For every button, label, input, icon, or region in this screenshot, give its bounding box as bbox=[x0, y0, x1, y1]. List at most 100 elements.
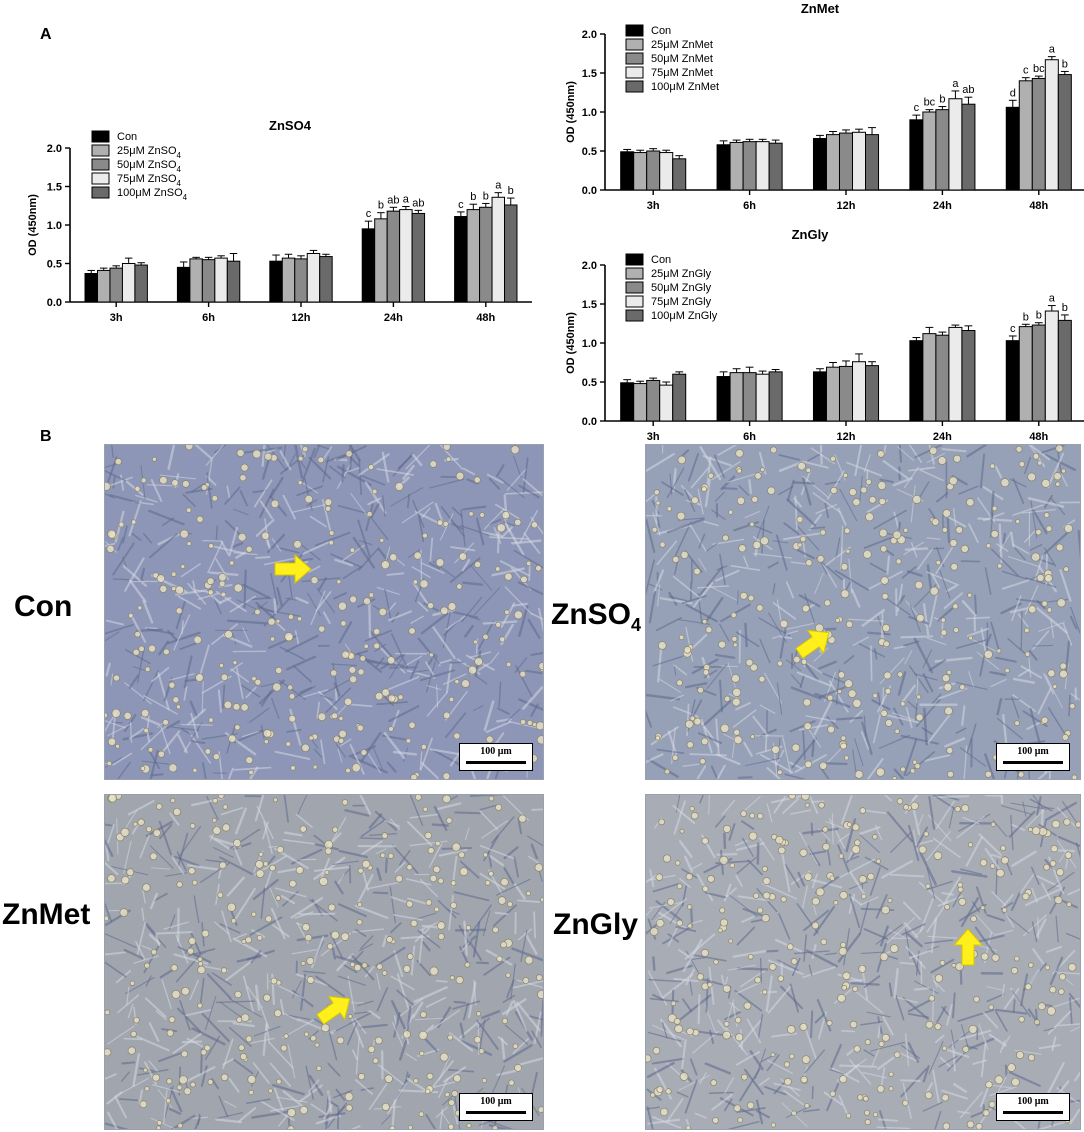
scale-bar-label: 100 μm bbox=[480, 746, 512, 757]
y-axis-label: OD (450nm) bbox=[565, 81, 577, 143]
arrow-indicator-icon bbox=[316, 995, 351, 1025]
chart-svg: ZnSO4 0.0 0.5 1.0 1.5 2.0 OD (450nm) 3h 6h 12h 24h… bbox=[27, 118, 532, 324]
arrow-indicator-icon bbox=[274, 553, 312, 585]
significance-label: c bbox=[1010, 323, 1016, 335]
bar bbox=[812, 371, 827, 422]
legend-swatch bbox=[91, 144, 110, 157]
scale-bar: 100 μm bbox=[996, 743, 1070, 771]
legend-entry: 25μM ZnMet bbox=[651, 39, 713, 51]
legend-swatch bbox=[625, 281, 644, 294]
bar bbox=[134, 264, 148, 303]
bar bbox=[1005, 340, 1020, 422]
legend-swatch bbox=[625, 24, 644, 37]
bar bbox=[1005, 106, 1020, 191]
bar bbox=[716, 144, 731, 191]
bar bbox=[935, 334, 950, 422]
legend-entry: 75μM ZnSO4 bbox=[117, 173, 182, 188]
bar bbox=[1057, 319, 1072, 422]
bar bbox=[755, 141, 770, 191]
bar bbox=[961, 103, 976, 191]
scale-bar-line bbox=[466, 761, 526, 764]
chart-title: ZnSO4 bbox=[269, 118, 312, 133]
bar bbox=[201, 259, 216, 303]
scale-bar: 100 μm bbox=[459, 1093, 533, 1121]
bar bbox=[852, 131, 867, 191]
bar bbox=[672, 158, 687, 191]
bar bbox=[742, 141, 757, 191]
bar bbox=[909, 340, 924, 422]
bar bbox=[226, 260, 241, 303]
significance-label: a bbox=[952, 78, 959, 90]
legend-swatch bbox=[625, 38, 644, 51]
legend-swatch bbox=[625, 52, 644, 65]
bar bbox=[1031, 77, 1046, 191]
bar bbox=[755, 373, 770, 422]
chart-svg: ZnMet 0.0 0.5 1.0 1.5 2.0 OD (450nm) 3h 6h 12h 24h… bbox=[565, 1, 1084, 212]
micrograph-image bbox=[646, 795, 1080, 1129]
scale-bar-label: 100 μm bbox=[480, 1096, 512, 1107]
x-tick-label: 12h bbox=[837, 431, 856, 443]
bar bbox=[948, 98, 963, 191]
significance-label: a bbox=[495, 180, 502, 192]
bar bbox=[659, 152, 674, 191]
significance-label: ab bbox=[412, 197, 424, 209]
significance-label: b bbox=[508, 185, 514, 197]
bar bbox=[812, 138, 827, 191]
bar bbox=[411, 212, 426, 303]
bar bbox=[768, 371, 783, 422]
significance-label: b bbox=[1036, 310, 1042, 322]
legend-entry: 50μM ZnMet bbox=[651, 53, 713, 65]
y-tick-label: 2.0 bbox=[582, 260, 597, 272]
bar bbox=[633, 152, 648, 191]
bar bbox=[729, 141, 744, 191]
legend-entry: 25μM ZnGly bbox=[651, 268, 712, 280]
x-tick-label: 12h bbox=[837, 200, 856, 212]
bar bbox=[1044, 310, 1059, 422]
y-tick-label: 1.0 bbox=[582, 338, 597, 350]
bar bbox=[838, 132, 854, 191]
bar bbox=[659, 384, 674, 422]
scale-bar-line bbox=[466, 1111, 526, 1114]
x-tick-label: 3h bbox=[647, 200, 660, 212]
legend-entry: 50μM ZnSO4 bbox=[117, 159, 182, 174]
legend-swatch bbox=[91, 158, 110, 171]
arrow-indicator-icon bbox=[795, 629, 830, 659]
panel-b-label: B bbox=[40, 428, 52, 445]
bar bbox=[269, 260, 283, 303]
bar bbox=[716, 376, 731, 422]
zn-met-chart: ZnMet 0.0 0.5 1.0 1.5 2.0 OD (450nm) 3h 6h 12h 24h… bbox=[552, 0, 1084, 220]
significance-label: b bbox=[1023, 311, 1029, 323]
bar bbox=[189, 258, 203, 303]
legend-entry: 100μM ZnGly bbox=[651, 310, 718, 322]
bar bbox=[109, 267, 123, 303]
bar bbox=[399, 209, 413, 303]
bar bbox=[922, 333, 937, 422]
y-axis-label: OD (450nm) bbox=[565, 312, 577, 374]
x-tick-label: 24h bbox=[933, 431, 952, 443]
significance-label: c bbox=[1023, 65, 1029, 77]
bar bbox=[1057, 74, 1072, 191]
scale-bar-label: 100 μm bbox=[1017, 1096, 1049, 1107]
bar bbox=[935, 109, 950, 191]
significance-label: c bbox=[366, 208, 372, 220]
bar bbox=[620, 382, 635, 422]
legend-entry: 75μM ZnGly bbox=[651, 296, 712, 308]
bar bbox=[825, 134, 840, 191]
panel-a-label: A bbox=[40, 26, 52, 43]
bar bbox=[176, 266, 191, 303]
bar bbox=[504, 204, 518, 303]
legend-swatch bbox=[91, 172, 110, 185]
bar bbox=[214, 257, 228, 303]
chart-title: ZnMet bbox=[801, 1, 840, 16]
significance-label: a bbox=[403, 194, 410, 206]
bar bbox=[319, 256, 333, 303]
bar bbox=[620, 151, 635, 191]
bar bbox=[961, 330, 976, 422]
significance-label: b bbox=[939, 94, 945, 106]
bar bbox=[838, 365, 854, 422]
bar bbox=[646, 150, 661, 191]
scale-bar-line bbox=[1003, 1111, 1063, 1114]
micrograph-image bbox=[105, 445, 543, 779]
y-tick-label: 0.0 bbox=[582, 185, 597, 197]
micrograph-znso4: 100 μm bbox=[645, 444, 1081, 780]
